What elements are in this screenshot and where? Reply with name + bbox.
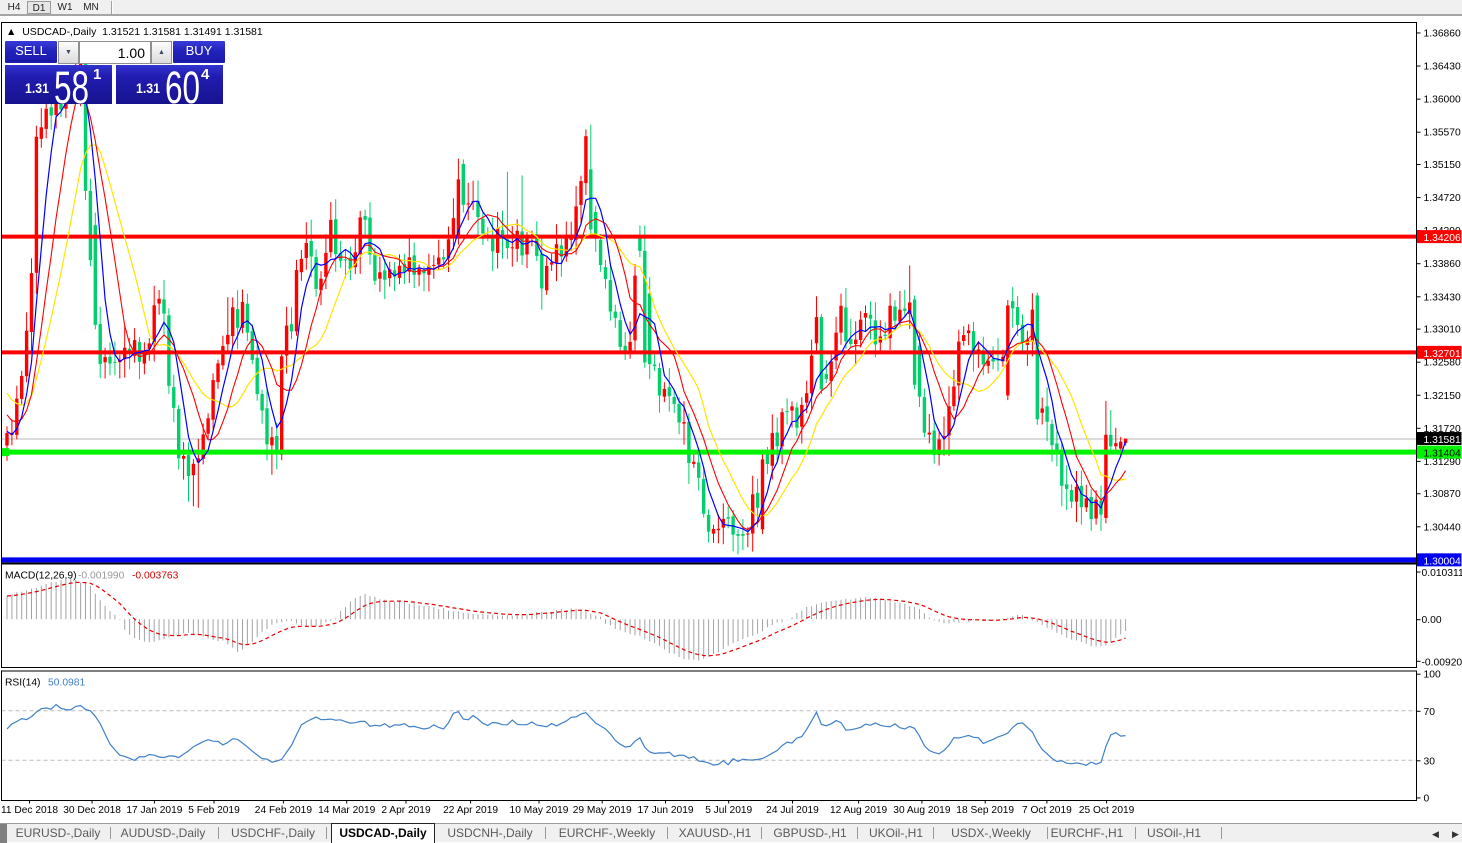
svg-text:1.30004: 1.30004 [1424,556,1461,567]
svg-text:1.31581: 1.31581 [1424,435,1461,446]
svg-text:0: 0 [1424,793,1430,804]
svg-text:1.32150: 1.32150 [1424,391,1461,402]
svg-text:1.33010: 1.33010 [1424,325,1461,336]
svg-text:24 Feb 2019: 24 Feb 2019 [255,805,313,816]
svg-text:17 Jan 2019: 17 Jan 2019 [126,805,182,816]
svg-text:30 Aug 2019: 30 Aug 2019 [893,805,951,816]
svg-text:30 Dec 2018: 30 Dec 2018 [63,805,121,816]
svg-text:24 Jul 2019: 24 Jul 2019 [766,805,819,816]
svg-text:0.00: 0.00 [1422,615,1442,626]
svg-text:18 Sep 2019: 18 Sep 2019 [956,805,1014,816]
svg-text:5 Feb 2019: 5 Feb 2019 [188,805,240,816]
svg-text:1.31404: 1.31404 [1424,449,1461,460]
svg-text:12 Aug 2019: 12 Aug 2019 [830,805,888,816]
svg-text:50.0981: 50.0981 [48,678,85,689]
svg-text:RSI(14): RSI(14) [5,678,40,689]
svg-text:1.32701: 1.32701 [1424,349,1461,360]
svg-text:100: 100 [1424,670,1441,681]
svg-text:14 Mar 2019: 14 Mar 2019 [318,805,376,816]
svg-text:11 Dec 2018: 11 Dec 2018 [1,805,58,816]
svg-text:7 Oct 2019: 7 Oct 2019 [1022,805,1072,816]
svg-text:1.33860: 1.33860 [1424,259,1461,270]
svg-text:-0.009203: -0.009203 [1422,657,1462,668]
svg-text:0.010311: 0.010311 [1422,568,1462,579]
svg-text:25 Oct 2019: 25 Oct 2019 [1079,805,1135,816]
svg-text:-0.001990: -0.001990 [78,571,125,582]
svg-text:1.36430: 1.36430 [1424,62,1461,73]
svg-text:1.34206: 1.34206 [1424,233,1461,244]
svg-text:22 Apr 2019: 22 Apr 2019 [443,805,498,816]
svg-text:1.30440: 1.30440 [1424,522,1461,533]
svg-text:MACD(12,26,9): MACD(12,26,9) [5,571,77,582]
svg-text:5 Jul 2019: 5 Jul 2019 [705,805,752,816]
svg-text:1.36860: 1.36860 [1424,29,1461,40]
svg-text:1.36000: 1.36000 [1424,95,1461,106]
svg-text:1.35150: 1.35150 [1424,160,1461,171]
svg-text:1.33430: 1.33430 [1424,292,1461,303]
svg-text:30: 30 [1424,756,1436,767]
svg-text:70: 70 [1424,707,1436,718]
svg-text:29 May 2019: 29 May 2019 [573,805,632,816]
svg-text:1.30870: 1.30870 [1424,489,1461,500]
svg-text:17 Jun 2019: 17 Jun 2019 [637,805,693,816]
svg-text:1.35570: 1.35570 [1424,128,1461,139]
svg-text:10 May 2019: 10 May 2019 [510,805,569,816]
svg-text:2 Apr 2019: 2 Apr 2019 [381,805,431,816]
svg-text:-0.003763: -0.003763 [132,571,179,582]
svg-text:1.34720: 1.34720 [1424,193,1461,204]
